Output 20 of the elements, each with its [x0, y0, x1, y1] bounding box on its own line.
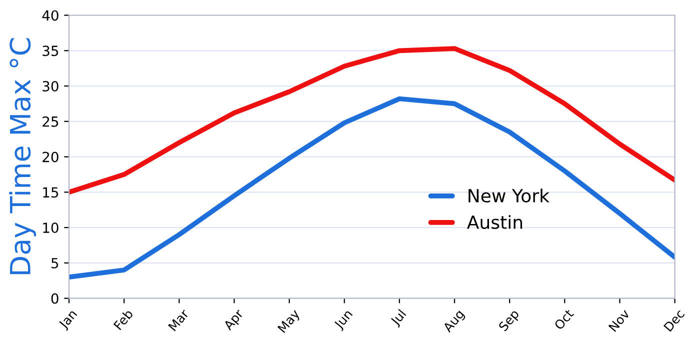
x-tick-label: Jul: [390, 308, 408, 328]
y-tick-label: 35: [42, 46, 58, 56]
x-tick-label: Oct: [554, 308, 574, 330]
y-axis-title: Day Time Max °C: [9, 38, 36, 274]
y-tick-label: 10: [43, 222, 58, 234]
legend-label: New York: [468, 188, 550, 203]
y-tick-label: 30: [42, 80, 58, 92]
x-tick-label: Jan: [58, 309, 80, 332]
x-tick-label: Jun: [333, 309, 355, 332]
line-series: [69, 96, 675, 280]
y-tick-label: 15: [43, 187, 58, 198]
x-tick-label: Sep: [498, 308, 522, 334]
y-tick-label: 25: [42, 116, 58, 127]
y-tick-label: 40: [42, 10, 58, 21]
legend-label: Austin: [466, 215, 522, 230]
y-tick-label: 20: [42, 152, 58, 162]
x-tick-label: Apr: [222, 308, 246, 332]
y-tick-label: 0: [51, 293, 58, 304]
x-tick-label: Feb: [113, 308, 134, 330]
y-tick-label: 5: [52, 258, 58, 268]
